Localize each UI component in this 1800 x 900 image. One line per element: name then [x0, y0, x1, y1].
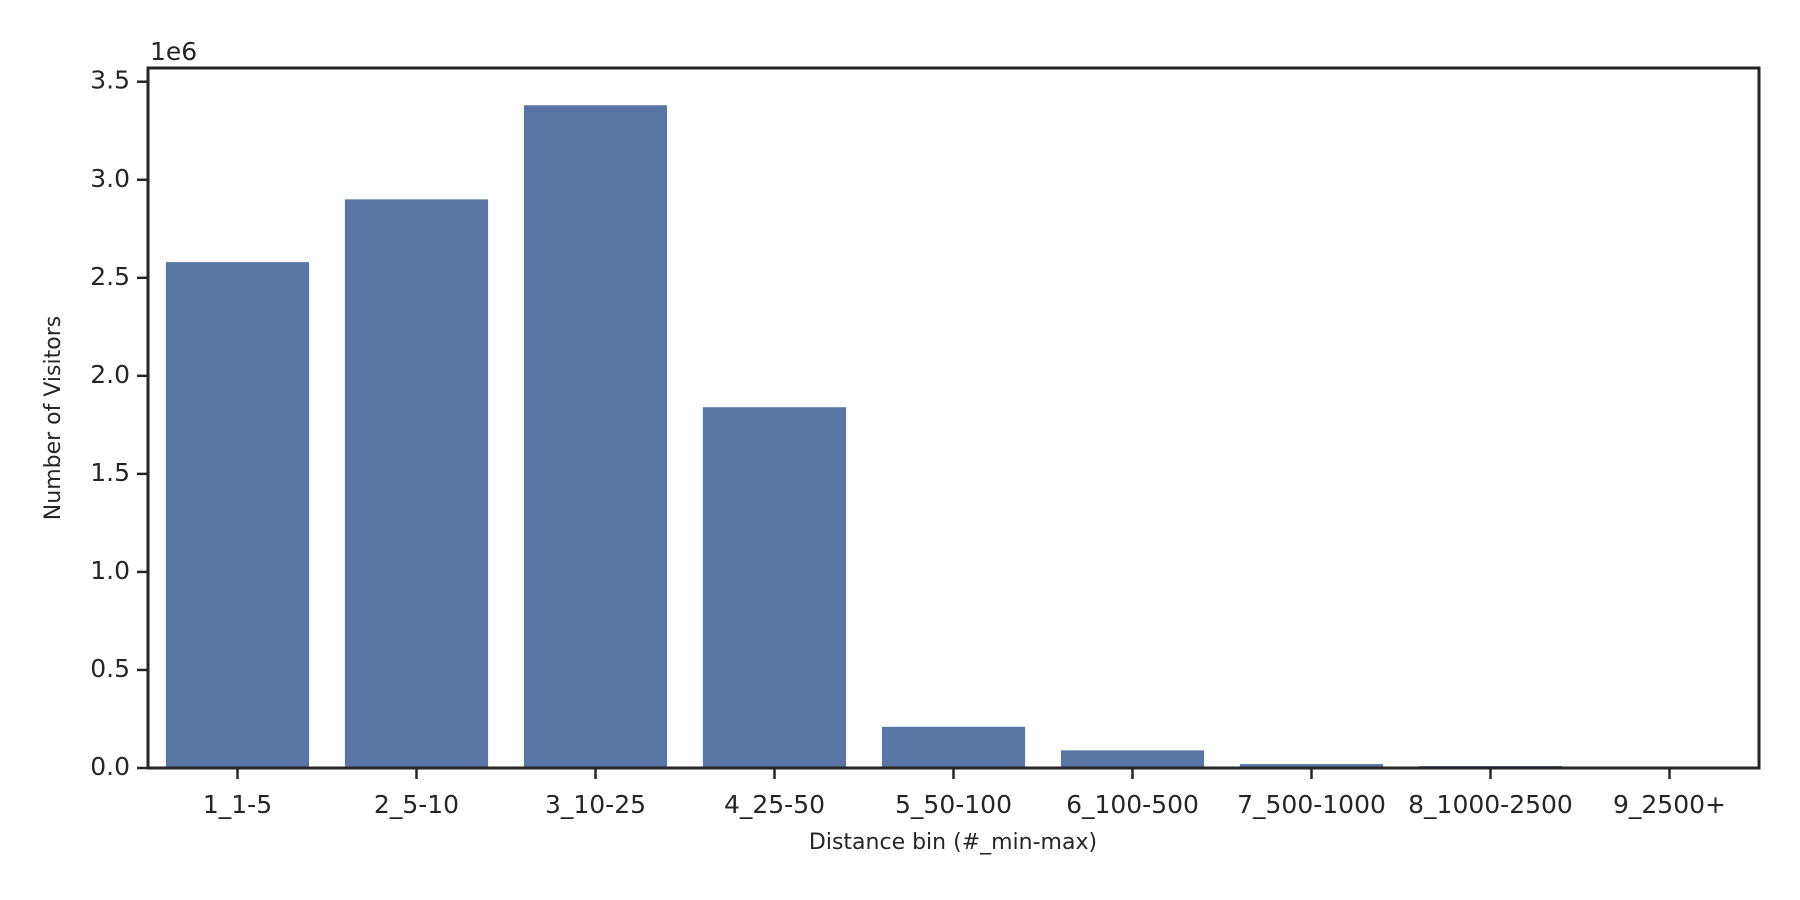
bar: [702, 407, 847, 768]
x-tick-label: 3_10-25: [545, 790, 646, 819]
x-axis-label: Distance bin (#_min-max): [809, 830, 1097, 855]
x-tick-label: 5_50-100: [895, 790, 1012, 819]
x-tick-label: 8_1000-2500: [1408, 790, 1573, 819]
y-tick-label: 0.5: [90, 654, 130, 683]
x-tick-label: 4_25-50: [724, 790, 825, 819]
x-tick-label: 6_100-500: [1066, 790, 1199, 819]
x-tick-label: 7_500-1000: [1237, 790, 1386, 819]
y-tick-label: 3.0: [90, 164, 130, 193]
bar: [1060, 750, 1205, 768]
x-tick-label: 2_5-10: [374, 790, 459, 819]
x-tick-label: 1_1-5: [203, 790, 272, 819]
y-axis-label: Number of Visitors: [41, 316, 66, 520]
plot-frame: [146, 66, 1761, 770]
bar: [1239, 764, 1384, 768]
x-tick-label: 9_2500+: [1613, 790, 1726, 819]
bar: [344, 199, 489, 768]
bar: [165, 262, 310, 768]
y-tick-label: 0.0: [90, 752, 130, 781]
y-offset-label: 1e6: [150, 37, 197, 66]
bar: [881, 726, 1026, 768]
y-tick-label: 1.0: [90, 556, 130, 585]
y-tick-label: 2.0: [90, 360, 130, 389]
y-tick-label: 2.5: [90, 262, 130, 291]
bar: [523, 105, 668, 769]
y-tick-label: 1.5: [90, 458, 130, 487]
y-tick-label: 3.5: [90, 66, 130, 95]
